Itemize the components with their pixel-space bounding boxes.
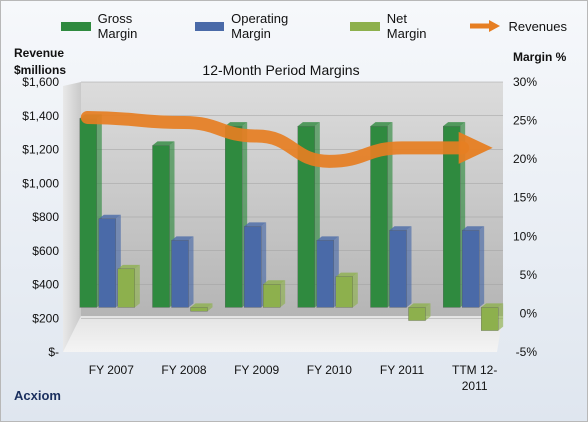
legend-label-gross: Gross Margin: [97, 11, 138, 41]
operating-margin-bar-top: [244, 222, 267, 227]
legend-swatch-gross: [61, 21, 91, 31]
right-tick-label: 25%: [513, 114, 537, 128]
operating-margin-bar: [98, 218, 116, 308]
legend-label-operating: Operating Margin: [231, 11, 289, 41]
operating-margin-bar-top: [316, 236, 339, 241]
legend: Gross Margin Operating Margin Net Margin…: [61, 11, 587, 41]
left-tick-label: $1,400: [22, 109, 59, 123]
revenues-arrowhead: [458, 131, 493, 164]
left-axis-title-line2: $millions: [14, 63, 67, 77]
left-axis-title-line1: Revenue: [14, 46, 65, 60]
net-margin-bar: [117, 268, 135, 308]
gross-margin-bar-top: [225, 122, 248, 127]
operating-margin-bar-side: [406, 226, 412, 308]
gross-margin-bar-top: [370, 122, 393, 127]
category-label: TTM 12-: [452, 363, 497, 377]
right-tick-label: 15%: [513, 191, 537, 205]
legend-arrow-icon: [470, 20, 501, 32]
right-tick-label: 5%: [520, 268, 538, 282]
gross-margin-bar: [370, 125, 388, 308]
gross-margin-bar-top: [443, 122, 466, 127]
left-tick-label: $200: [32, 311, 59, 325]
net-margin-bar: [335, 276, 353, 308]
gross-margin-bar: [297, 125, 315, 308]
legend-item-revenues: Revenues: [469, 19, 567, 34]
legend-item-operating: Operating Margin: [194, 11, 331, 41]
left-tick-label: $-: [48, 345, 59, 359]
operating-margin-bar: [316, 240, 334, 308]
net-margin-bar-top: [117, 264, 140, 269]
legend-item-gross: Gross Margin: [61, 11, 175, 41]
net-margin-bar-top: [408, 303, 431, 308]
right-tick-label: 20%: [513, 152, 537, 166]
net-margin-bar: [263, 284, 281, 308]
plot-side-wall: [63, 82, 81, 352]
net-margin-bar: [408, 307, 426, 321]
operating-margin-bar-top: [171, 236, 194, 241]
gross-margin-bar: [443, 125, 461, 308]
net-margin-bar-top: [335, 272, 358, 277]
left-tick-label: $800: [32, 210, 59, 224]
revenues-line: [80, 110, 470, 168]
operating-margin-bar: [244, 226, 262, 308]
right-tick-label: -5%: [516, 345, 538, 359]
left-tick-label: $400: [32, 278, 59, 292]
operating-margin-bar-top: [389, 226, 412, 231]
operating-margin-bar-side: [479, 226, 485, 308]
net-margin-bar-side: [498, 303, 504, 331]
category-label: FY 2007: [89, 363, 134, 377]
net-margin-bar-top: [263, 280, 286, 285]
right-tick-label: 30%: [513, 75, 537, 89]
right-axis-title: Margin %: [513, 50, 567, 64]
right-tick-label: 0%: [520, 306, 538, 320]
left-tick-label: $1,600: [22, 75, 59, 89]
net-margin-bar-side: [425, 303, 431, 321]
gross-margin-bar-top: [297, 122, 320, 127]
category-label: FY 2008: [161, 363, 206, 377]
net-margin-bar: [190, 307, 208, 312]
net-margin-bar-side: [352, 272, 358, 308]
right-tick-label: 10%: [513, 229, 537, 243]
left-tick-label: $1,000: [22, 176, 59, 190]
operating-margin-bar-top: [462, 226, 485, 231]
gross-margin-bar: [225, 125, 243, 308]
legend-swatch-net: [350, 21, 380, 31]
category-label: 2011: [462, 379, 488, 393]
plot-floor: [63, 316, 503, 352]
left-tick-label: $1,200: [22, 143, 59, 157]
category-label: FY 2009: [234, 363, 279, 377]
net-margin-bar-top: [190, 303, 213, 308]
company-name: Acxiom: [14, 388, 61, 403]
net-margin-bar-side: [134, 264, 140, 308]
left-axis-title: Revenue $millions: [14, 45, 66, 79]
net-margin-bar-top: [481, 303, 504, 308]
category-label: FY 2011: [380, 363, 425, 377]
legend-label-net: Net Margin: [386, 11, 427, 41]
legend-swatch-operating: [194, 21, 225, 31]
operating-margin-bar: [462, 230, 480, 308]
legend-label-revenues: Revenues: [508, 18, 567, 34]
net-margin-bar-side: [207, 303, 213, 312]
operating-margin-bar: [389, 230, 407, 308]
legend-item-net: Net Margin: [350, 11, 449, 41]
gross-margin-bar: [79, 118, 97, 308]
gross-margin-bar-top: [152, 141, 175, 146]
operating-margin-bar-side: [188, 236, 194, 308]
net-margin-bar: [481, 307, 499, 331]
left-tick-label: $600: [32, 244, 59, 258]
category-label: FY 2010: [307, 363, 352, 377]
operating-margin-bar-top: [98, 214, 121, 219]
gross-margin-bar: [152, 145, 170, 308]
net-margin-bar-side: [280, 280, 286, 308]
chart-title: 12-Month Period Margins: [202, 62, 360, 78]
operating-margin-bar: [171, 240, 189, 308]
